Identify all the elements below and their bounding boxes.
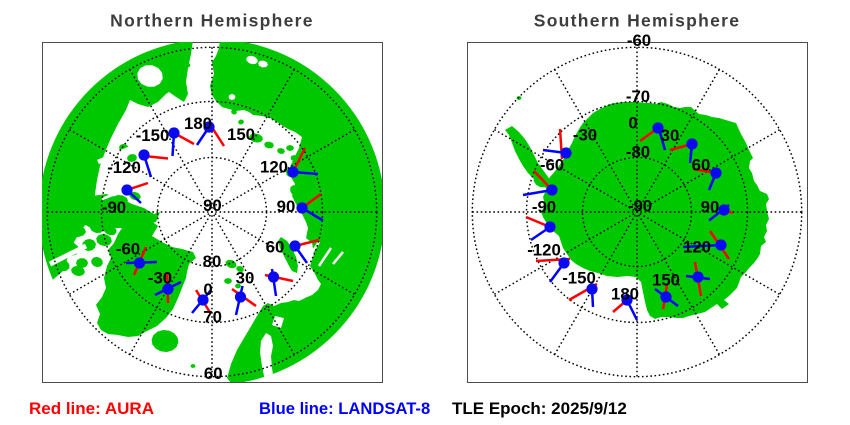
svg-text:-90: -90: [102, 198, 126, 217]
svg-text:Southern Hemisphere: Southern Hemisphere: [534, 10, 741, 30]
svg-text:-80: -80: [626, 143, 650, 162]
svg-text:180: 180: [184, 114, 212, 133]
svg-text:60: 60: [266, 238, 285, 257]
svg-text:Blue line: LANDSAT-8: Blue line: LANDSAT-8: [259, 399, 430, 418]
svg-text:180: 180: [611, 285, 639, 304]
svg-text:60: 60: [692, 156, 711, 175]
svg-text:-30: -30: [573, 126, 597, 145]
svg-text:0: 0: [203, 280, 212, 299]
svg-text:90: 90: [203, 196, 222, 215]
svg-text:Northern Hemisphere: Northern Hemisphere: [110, 10, 314, 30]
svg-text:-60: -60: [116, 240, 140, 259]
svg-text:-60: -60: [540, 156, 564, 175]
svg-text:TLE Epoch: 2025/9/12: TLE Epoch: 2025/9/12: [452, 399, 627, 418]
svg-text:70: 70: [203, 307, 222, 326]
svg-text:-30: -30: [148, 269, 172, 288]
svg-text:60: 60: [204, 364, 223, 383]
svg-text:-150: -150: [136, 126, 170, 145]
svg-text:120: 120: [683, 238, 711, 257]
svg-text:30: 30: [661, 126, 680, 145]
svg-text:90: 90: [277, 197, 296, 216]
svg-text:Red line: AURA: Red line: AURA: [29, 399, 154, 418]
svg-text:150: 150: [652, 271, 680, 290]
svg-text:-60: -60: [627, 31, 651, 50]
svg-text:150: 150: [227, 125, 255, 144]
svg-text:-120: -120: [107, 158, 141, 177]
svg-text:-150: -150: [562, 269, 596, 288]
svg-text:-90: -90: [532, 198, 556, 217]
svg-text:90: 90: [701, 198, 720, 217]
svg-text:-70: -70: [626, 87, 650, 106]
svg-text:80: 80: [203, 252, 222, 271]
svg-text:120: 120: [260, 158, 288, 177]
svg-text:30: 30: [236, 269, 255, 288]
svg-text:0: 0: [628, 114, 637, 133]
svg-text:-90: -90: [628, 197, 652, 216]
svg-text:-120: -120: [527, 241, 561, 260]
